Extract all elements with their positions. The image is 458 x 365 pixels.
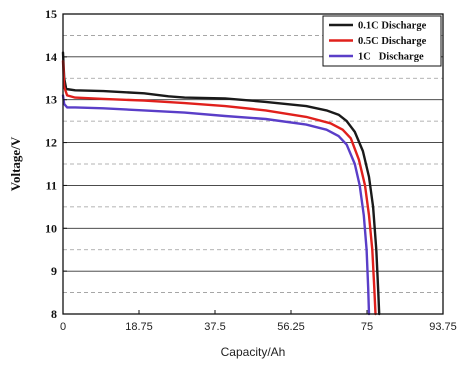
y-tick-label: 9	[51, 264, 57, 278]
x-tick-label: 56.25	[277, 321, 305, 333]
y-tick-label: 10	[45, 221, 57, 235]
x-axis-ticks: 0 18.75 37.5 56.25 75 93.75	[60, 310, 457, 333]
x-tick-label: 18.75	[125, 321, 153, 333]
legend-label-3: 1C Discharge	[358, 52, 424, 63]
series-line-3	[61, 94, 371, 316]
x-tick-label: 37.5	[204, 321, 225, 333]
series-lines	[61, 51, 381, 316]
plot-area-frame	[62, 13, 444, 315]
grid-lines	[63, 35, 443, 293]
y-tick-label: 14	[45, 50, 57, 64]
y-axis-label: Voltage/V	[8, 136, 23, 191]
series-line-1	[61, 51, 381, 316]
series-line-2	[61, 59, 377, 316]
x-tick-label: 0	[60, 321, 66, 333]
y-tick-label: 15	[45, 7, 57, 21]
y-axis-ticks: 8 9 10 11 12 13 14 15	[45, 7, 67, 321]
y-tick-label: 12	[45, 136, 57, 150]
legend-label-1: 0.1C Discharge	[358, 21, 427, 32]
y-tick-label: 13	[45, 93, 57, 107]
x-tick-label: 93.75	[429, 321, 457, 333]
y-tick-label: 8	[51, 307, 57, 321]
legend-label-2: 0.5C Discharge	[358, 36, 427, 47]
x-tick-label: 75	[361, 321, 373, 333]
legend: 0.1C Discharge 0.5C Discharge 1C Discharge	[322, 15, 442, 67]
x-axis-label: Capacity/Ah	[221, 345, 286, 359]
y-tick-label: 11	[46, 178, 57, 192]
